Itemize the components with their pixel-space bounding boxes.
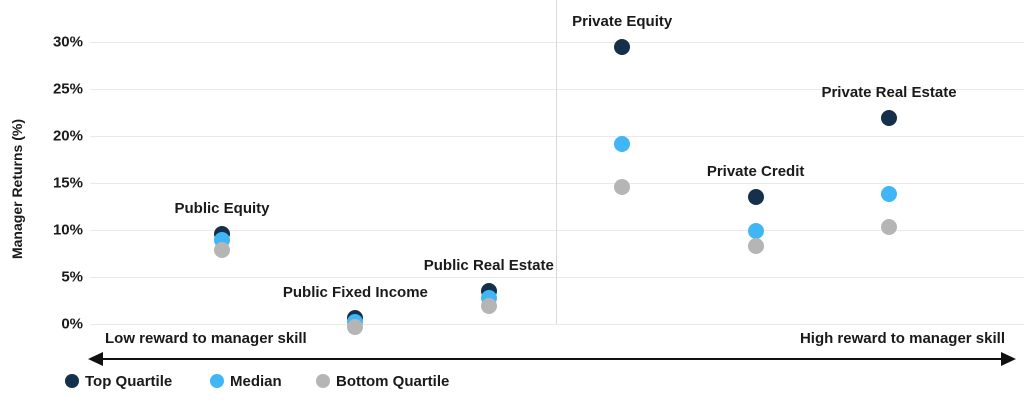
- gridline: [90, 89, 1024, 90]
- gridline: [90, 183, 1024, 184]
- y-tick-label: 20%: [52, 127, 83, 145]
- y-tick-label: 5%: [61, 268, 83, 286]
- legend-item: Median: [210, 372, 282, 390]
- y-tick-label: 15%: [52, 174, 83, 192]
- legend-item: Bottom Quartile: [316, 372, 450, 390]
- gridline: [90, 136, 1024, 137]
- legend-label: Median: [230, 372, 282, 390]
- y-tick-label: 10%: [52, 221, 83, 239]
- y-tick-label: 0%: [61, 315, 83, 333]
- gridline: [90, 230, 1024, 231]
- legend-item: Top Quartile: [65, 372, 173, 390]
- data-point-bottom-quartile: [614, 178, 631, 195]
- data-point-bottom-quartile: [214, 241, 230, 258]
- public-private-divider: [556, 0, 557, 324]
- category-label: Private Credit: [706, 163, 805, 181]
- data-point-median: [747, 222, 764, 239]
- legend-swatch: [210, 374, 224, 388]
- data-point-bottom-quartile: [747, 237, 764, 254]
- category-label: Private Equity: [572, 12, 673, 30]
- data-point-top-quartile: [881, 110, 897, 127]
- category-label: Public Equity: [174, 199, 270, 217]
- legend-swatch: [65, 374, 79, 388]
- legend-label: Bottom Quartile: [336, 372, 450, 390]
- low-skill-label: Low reward to manager skill: [105, 330, 307, 347]
- y-tick-label: 30%: [52, 33, 83, 51]
- data-point-bottom-quartile: [480, 298, 497, 315]
- arrow-left-icon: [88, 352, 103, 366]
- data-point-top-quartile: [747, 189, 764, 206]
- gridline: [90, 42, 1024, 43]
- category-label: Public Real Estate: [423, 257, 554, 275]
- category-label: Private Real Estate: [821, 84, 957, 102]
- data-point-median: [881, 186, 897, 203]
- gridline: [90, 324, 1024, 325]
- y-tick-label: 25%: [52, 80, 83, 98]
- data-point-median: [614, 135, 631, 152]
- data-point-top-quartile: [614, 38, 631, 55]
- skill-axis-line: [97, 358, 1006, 360]
- data-point-bottom-quartile: [881, 219, 897, 236]
- legend-label: Top Quartile: [85, 372, 173, 390]
- legend-swatch: [316, 374, 330, 388]
- data-point-bottom-quartile: [347, 318, 364, 335]
- high-skill-label: High reward to manager skill: [799, 330, 1005, 347]
- arrow-right-icon: [1001, 352, 1016, 366]
- category-label: Public Fixed Income: [282, 284, 428, 302]
- gridline: [90, 277, 1024, 278]
